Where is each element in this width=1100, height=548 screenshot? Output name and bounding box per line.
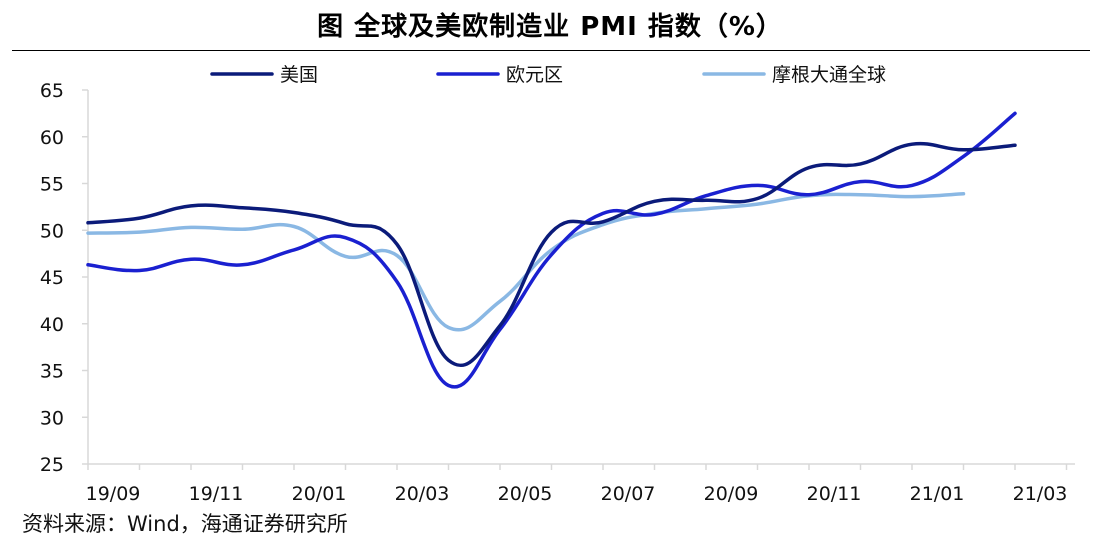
x-tick-label: 19/11 — [189, 483, 244, 505]
y-tick-label: 50 — [40, 220, 64, 242]
title-divider — [12, 50, 1090, 51]
y-tick-label: 40 — [40, 314, 64, 336]
source-note: 资料来源：Wind，海通证券研究所 — [22, 512, 348, 536]
y-tick-label: 25 — [40, 454, 64, 476]
y-tick-label: 55 — [40, 174, 64, 196]
series-line-eurozone — [86, 111, 1017, 389]
series-line-us — [86, 141, 1017, 368]
x-tick-label: 20/03 — [395, 483, 450, 505]
x-tick-label: 21/03 — [1013, 483, 1068, 505]
chart-title: 图 全球及美欧制造业 PMI 指数（%） — [317, 12, 783, 42]
x-tick-label: 20/09 — [704, 483, 759, 505]
x-tick-label: 19/09 — [86, 483, 141, 505]
y-tick-label: 35 — [40, 361, 64, 383]
y-tick-label: 45 — [40, 267, 64, 289]
x-tick-label: 20/07 — [601, 483, 656, 505]
x-tick-label: 20/01 — [292, 483, 347, 505]
y-tick-label: 60 — [40, 127, 64, 149]
legend-label-global: 摩根大通全球 — [772, 64, 886, 86]
x-tick-label: 21/01 — [910, 483, 965, 505]
legend-label-us: 美国 — [280, 64, 318, 86]
y-tick-label: 30 — [40, 407, 64, 429]
x-tick-label: 20/11 — [807, 483, 862, 505]
x-tick-label: 20/05 — [498, 483, 553, 505]
legend-label-eurozone: 欧元区 — [506, 64, 563, 86]
y-tick-label: 65 — [40, 80, 64, 102]
